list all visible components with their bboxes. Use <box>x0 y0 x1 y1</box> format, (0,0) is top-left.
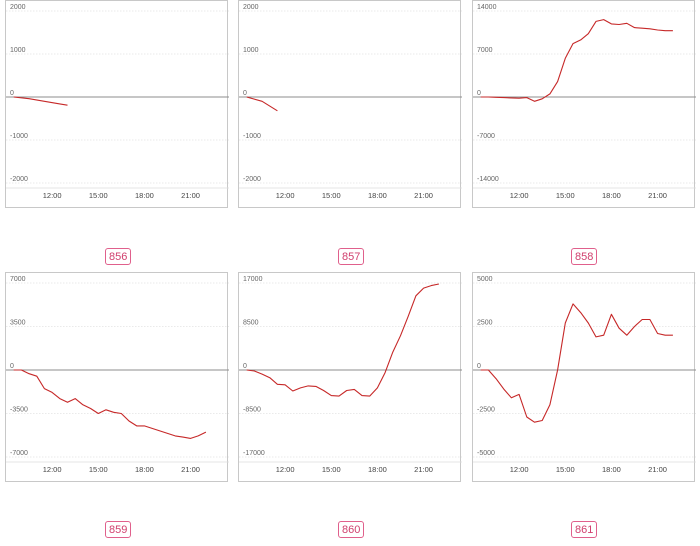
chart-panel-857: 2000 1000 0 -1000 -2000 12:00 15:00 18:00 21:00 <box>238 0 462 208</box>
y-tick-label: 14000 <box>477 4 497 11</box>
chart-id-badge: 859 <box>105 521 132 538</box>
y-tick-label: 0 <box>477 363 481 370</box>
x-tick-label: 12:00 <box>276 191 295 200</box>
y-tick-label: -2500 <box>477 407 495 414</box>
y-tick-label: 1000 <box>10 47 26 54</box>
y-tick-label: 7000 <box>477 47 493 54</box>
y-tick-label: 1000 <box>243 47 259 54</box>
chart-svg: 2000 1000 0 -1000 -2000 12:00 15:00 18:00 21:00 <box>6 4 229 200</box>
y-tick-label: -3500 <box>10 407 28 414</box>
chart-svg: 2000 1000 0 -1000 -2000 12:00 15:00 18:00 21:00 <box>239 4 462 200</box>
y-tick-label: 5000 <box>477 276 493 283</box>
y-tick-label: 7000 <box>10 276 26 283</box>
y-tick-label: 0 <box>10 363 14 370</box>
chart-id-badge: 861 <box>571 521 598 538</box>
series-line <box>480 303 673 423</box>
series-line <box>246 283 440 397</box>
x-tick-label: 21:00 <box>414 465 433 474</box>
chart-id-badge: 858 <box>571 248 598 265</box>
x-tick-label: 21:00 <box>414 191 433 200</box>
y-tick-label: -1000 <box>243 133 261 140</box>
chart-id-badge: 860 <box>338 521 365 538</box>
y-tick-label: 2000 <box>243 4 259 11</box>
x-tick-label: 21:00 <box>648 191 667 200</box>
x-tick-label: 12:00 <box>510 465 529 474</box>
chart-svg: 7000 3500 0 -3500 -7000 12:00 15:00 18:00 21:00 <box>6 276 229 474</box>
x-tick-label: 12:00 <box>43 191 62 200</box>
chart-panel-859: 7000 3500 0 -3500 -7000 12:00 15:00 18:00 21:00 <box>5 272 229 482</box>
x-tick-label: 15:00 <box>322 465 341 474</box>
chart-svg: 5000 2500 0 -2500 -5000 12:00 15:00 18:00 21:00 <box>473 276 696 474</box>
chart-id-badge: 856 <box>105 248 132 265</box>
y-tick-label: -7000 <box>477 133 495 140</box>
y-tick-label: -14000 <box>477 176 499 183</box>
x-tick-label: 18:00 <box>368 191 387 200</box>
chart-panel-858: 14000 7000 0 -7000 -14000 12:00 15:00 18:00 21:0… <box>472 0 696 208</box>
x-tick-label: 18:00 <box>135 191 154 200</box>
y-tick-label: 2500 <box>477 320 493 327</box>
y-tick-label: -8500 <box>243 407 261 414</box>
x-tick-label: 15:00 <box>89 465 108 474</box>
chart-panel-856: 2000 1000 0 -1000 -2000 12:00 15:00 18:00 21:00 <box>5 0 229 208</box>
x-tick-label: 21:00 <box>181 191 200 200</box>
y-tick-label: -2000 <box>243 176 261 183</box>
y-tick-label: 8500 <box>243 320 259 327</box>
y-tick-label: -17000 <box>243 450 265 457</box>
y-tick-label: 0 <box>243 90 247 97</box>
series-line <box>13 96 68 106</box>
x-tick-label: 21:00 <box>648 465 667 474</box>
series-line <box>246 96 278 112</box>
y-tick-label: -5000 <box>477 450 495 457</box>
x-tick-label: 18:00 <box>602 465 621 474</box>
chart-svg: 17000 8500 0 -8500 -17000 12:00 15:00 18:00 21:0… <box>239 276 462 474</box>
series-line <box>13 369 207 439</box>
series-line <box>480 19 673 102</box>
chart-id-badge: 857 <box>338 248 365 265</box>
chart-panel-861: 5000 2500 0 -2500 -5000 12:00 15:00 18:00 21:00 <box>472 272 696 482</box>
x-tick-label: 12:00 <box>43 465 62 474</box>
y-tick-label: 0 <box>10 90 14 97</box>
y-tick-label: 17000 <box>243 276 263 283</box>
y-tick-label: 0 <box>243 363 247 370</box>
x-tick-label: 15:00 <box>322 191 341 200</box>
x-tick-label: 12:00 <box>276 465 295 474</box>
x-tick-label: 18:00 <box>135 465 154 474</box>
y-tick-label: -2000 <box>10 176 28 183</box>
y-tick-label: -1000 <box>10 133 28 140</box>
x-tick-label: 18:00 <box>368 465 387 474</box>
x-tick-label: 21:00 <box>181 465 200 474</box>
x-tick-label: 15:00 <box>556 191 575 200</box>
y-tick-label: 0 <box>477 90 481 97</box>
y-tick-label: 3500 <box>10 320 26 327</box>
x-tick-label: 15:00 <box>556 465 575 474</box>
x-tick-label: 15:00 <box>89 191 108 200</box>
y-tick-label: 2000 <box>10 4 26 11</box>
chart-panel-860: 17000 8500 0 -8500 -17000 12:00 15:00 18:00 21:0… <box>238 272 462 482</box>
y-tick-label: -7000 <box>10 450 28 457</box>
x-tick-label: 12:00 <box>510 191 529 200</box>
chart-svg: 14000 7000 0 -7000 -14000 12:00 15:00 18:00 21:0… <box>473 4 696 200</box>
x-tick-label: 18:00 <box>602 191 621 200</box>
